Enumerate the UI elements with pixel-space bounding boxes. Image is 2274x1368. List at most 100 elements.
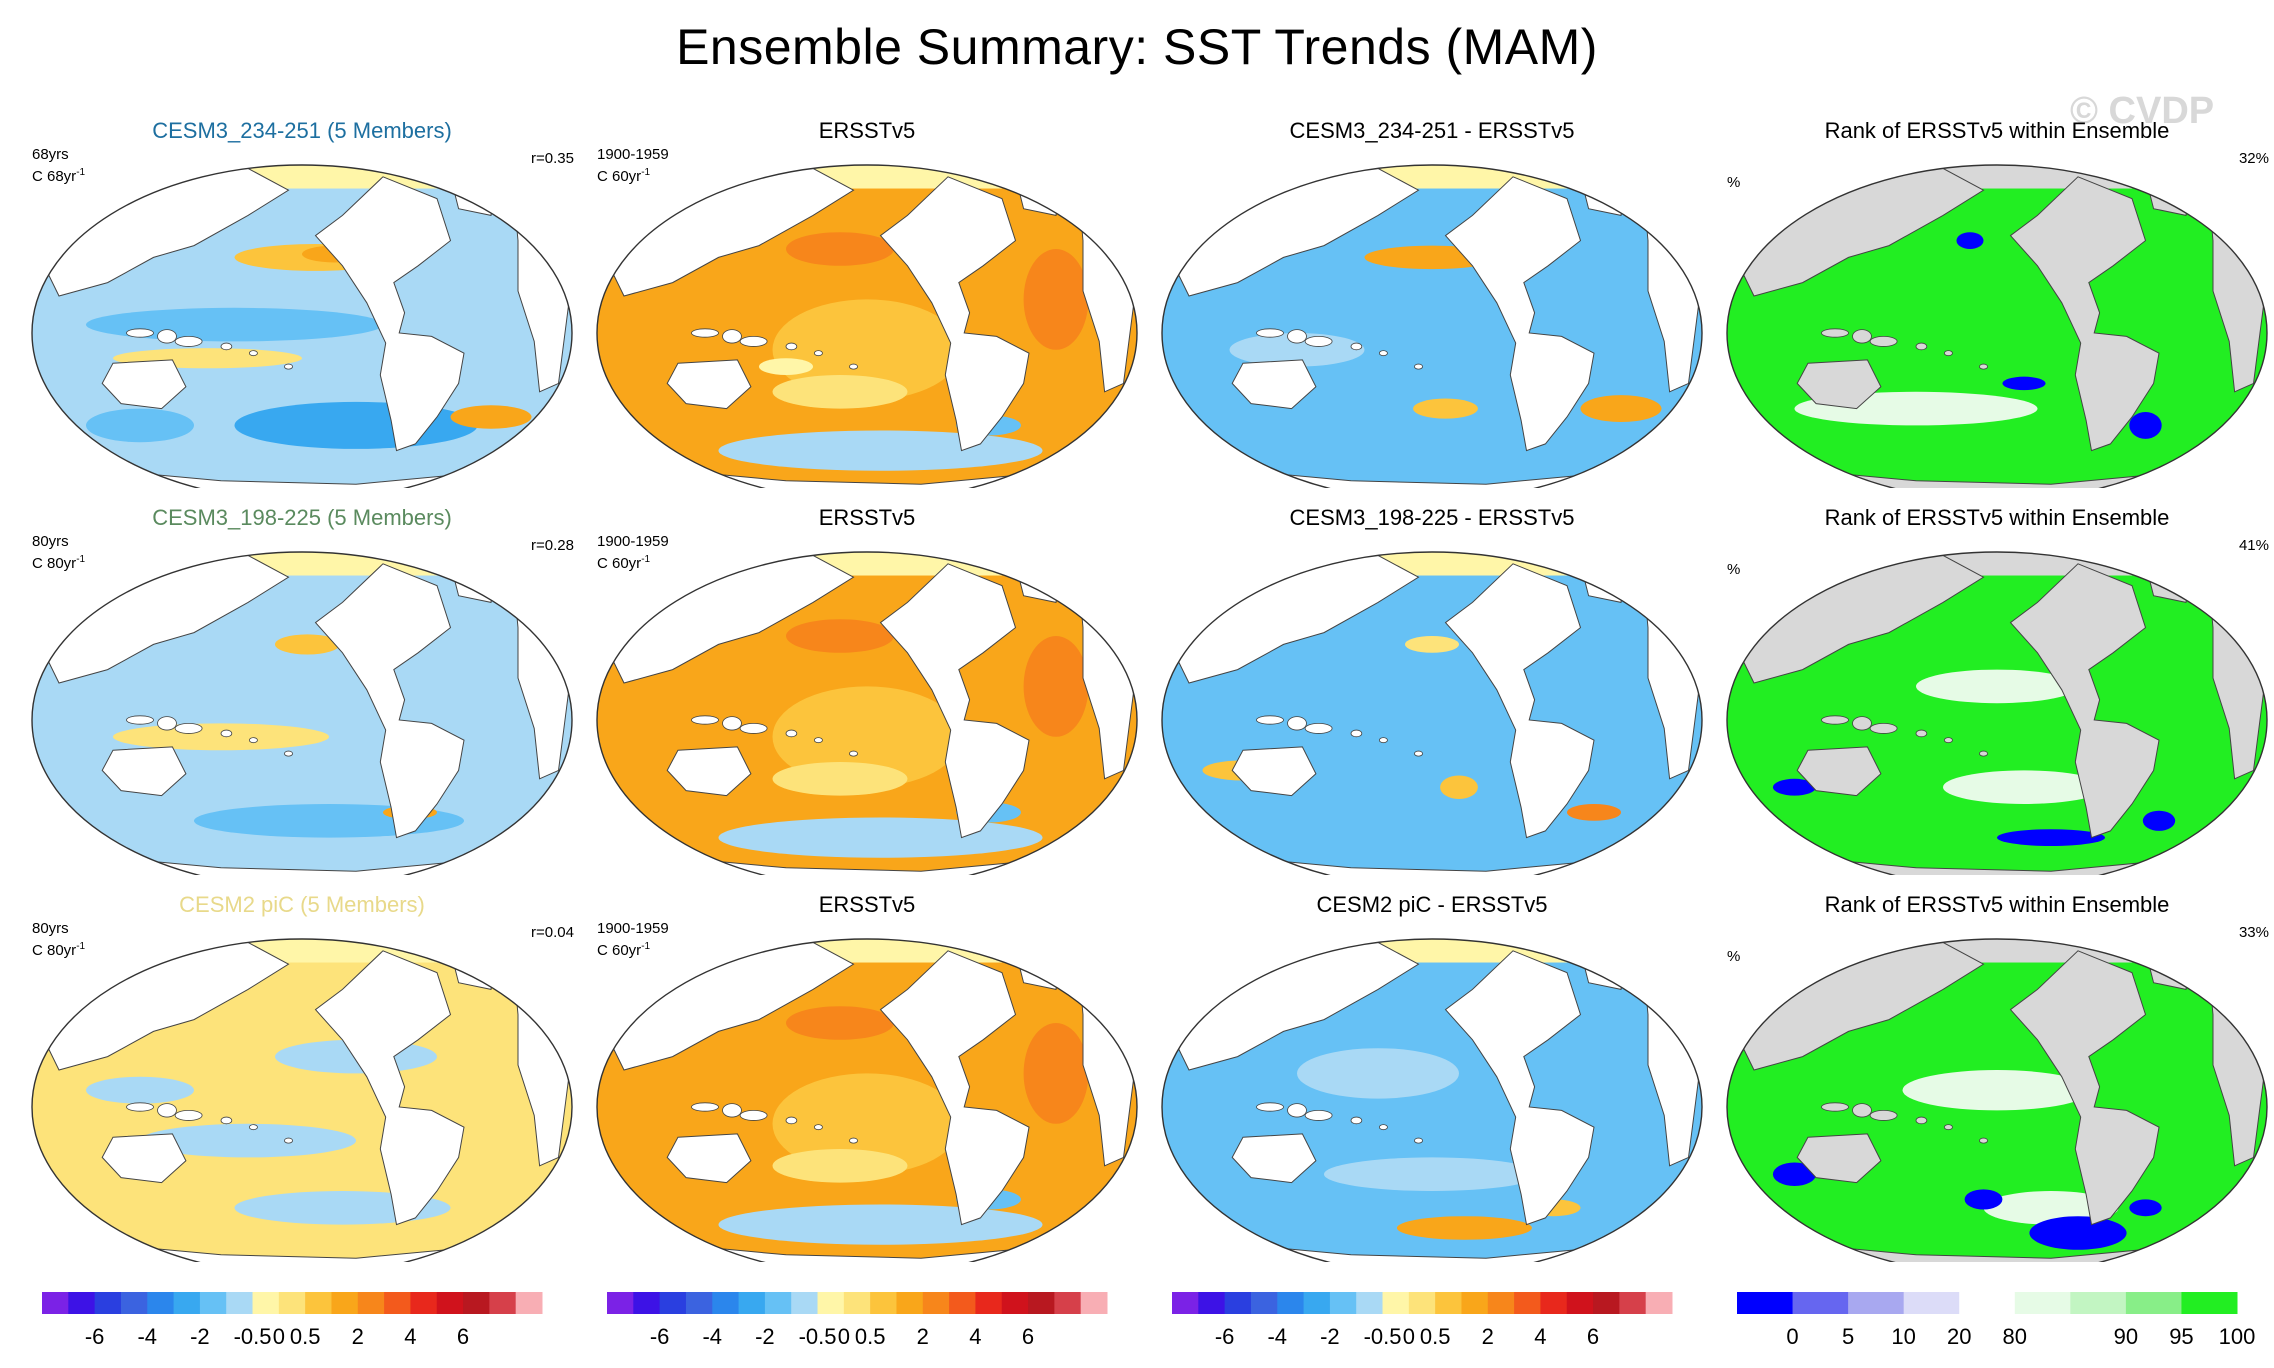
field-anomaly <box>1440 775 1478 799</box>
colorbar-swatch <box>1080 1292 1108 1314</box>
colorbar-tick-label: 2 <box>917 1324 929 1349</box>
field-anomaly <box>1772 1162 1817 1186</box>
obs-map-panel: ERSSTv5 1900-1959 C 60yr-1 <box>587 892 1147 1262</box>
colorbar-tick-label: -6 <box>85 1324 105 1349</box>
land-island <box>1256 715 1284 725</box>
colorbar-swatch <box>870 1292 897 1314</box>
map-frame <box>31 164 573 488</box>
colorbar-swatch <box>42 1292 69 1314</box>
land-island <box>157 329 177 344</box>
land-island <box>691 1102 719 1112</box>
model-map-panel: CESM3_234-251 (5 Members) 68yrs C 68yr-1 r=… <box>22 118 582 488</box>
colorbar-swatch <box>173 1292 201 1314</box>
colorbar-swatch <box>1435 1292 1462 1314</box>
rank-colorbar: 0 5 10 20 80 90 95 100 <box>1737 1290 2257 1360</box>
land-australia <box>666 359 752 410</box>
trend-units: C 80yr-1 <box>32 554 86 572</box>
field-anomaly <box>140 1123 356 1158</box>
land-island <box>248 1124 258 1131</box>
colorbar-swatch <box>1540 1292 1568 1314</box>
rank-panel-title: Rank of ERSSTv5 within Ensemble <box>1824 892 2170 917</box>
field-anomaly <box>1772 778 1817 796</box>
colorbar-tick-label: -0.5 <box>799 1324 837 1349</box>
field-anomaly <box>772 1149 908 1183</box>
colorbar-swatch <box>357 1292 385 1314</box>
land-island <box>1287 1103 1307 1118</box>
colorbar-swatch <box>633 1292 661 1314</box>
field-anomaly <box>759 358 813 375</box>
land-island <box>126 328 154 338</box>
land-island <box>813 1124 823 1131</box>
land-island <box>1852 716 1872 731</box>
colorbar-swatch <box>949 1292 976 1314</box>
colorbar-swatch <box>843 1292 871 1314</box>
field-anomaly <box>1297 1048 1459 1099</box>
colorbar-tick-label: 0.5 <box>855 1324 886 1349</box>
model-map-panel: CESM2 piC (5 Members) 80yrs C 80yr-1 r=0.04 <box>22 892 582 1262</box>
colorbar-tick-label: 2 <box>352 1324 364 1349</box>
model-panel-title: CESM3_198-225 (5 Members) <box>152 505 452 530</box>
land-island <box>1943 737 1953 744</box>
colorbar-tick-label: -6 <box>650 1324 670 1349</box>
colorbar-swatch <box>331 1292 359 1314</box>
colorbar-swatch <box>896 1292 924 1314</box>
field-anomaly <box>275 634 340 655</box>
field-anomaly <box>772 375 908 409</box>
land-island <box>813 737 823 744</box>
diff-panel-title: CESM2 piC - ERSSTv5 <box>1316 892 1548 917</box>
pattern-correlation-label: r=0.04 <box>531 924 574 941</box>
colorbar-swatch <box>2070 1292 2127 1314</box>
colorbar-swatch <box>1001 1292 1029 1314</box>
land-island <box>691 328 719 338</box>
land-island <box>1414 1137 1423 1144</box>
land-island <box>1852 1103 1872 1118</box>
land-island <box>722 1103 742 1118</box>
land-island <box>722 329 742 344</box>
colorbar-tick-label: 20 <box>1947 1324 1971 1349</box>
colorbar-swatch <box>738 1292 766 1314</box>
diff-map-panel: CESM2 piC - ERSSTv5 <box>1152 892 1712 1262</box>
colorbar-swatch <box>436 1292 464 1314</box>
land-americas <box>1444 176 1595 452</box>
colorbar-swatch <box>1959 1292 2016 1314</box>
map-frame <box>596 938 1138 1262</box>
arctic-band <box>1727 552 2267 576</box>
colorbar-swatch <box>1172 1292 1199 1314</box>
rank-unit-label: % <box>1727 561 1741 578</box>
land-island <box>1287 329 1307 344</box>
colorbar-swatch <box>1224 1292 1252 1314</box>
model-period-label: 80yrs C 80yr-1 <box>32 920 85 960</box>
colorbar-swatch <box>1054 1292 1082 1314</box>
land-australia <box>101 359 187 410</box>
period-years: 1900-1959 <box>597 533 669 550</box>
land-australia <box>101 746 187 797</box>
field-anomaly <box>1324 1157 1540 1191</box>
colorbar-swatch <box>384 1292 411 1314</box>
colorbar-tick-label: 100 <box>2219 1324 2256 1349</box>
rank-percent-label: 32% <box>2238 150 2269 167</box>
land-americas <box>1444 950 1595 1226</box>
diff-panel-title: CESM3_234-251 - ERSSTv5 <box>1289 118 1575 143</box>
land-americas <box>879 563 1030 839</box>
land-americas <box>314 950 465 1226</box>
land-island <box>1821 328 1849 338</box>
land-island <box>739 335 768 347</box>
field-anomaly <box>718 817 1043 858</box>
colorbar-swatch <box>1198 1292 1226 1314</box>
colorbar-swatch <box>1028 1292 1055 1314</box>
colorbar-swatch <box>607 1292 634 1314</box>
pattern-correlation-label: r=0.28 <box>531 537 574 554</box>
arctic-band <box>32 939 572 963</box>
diff-map-panel: CESM3_198-225 - ERSSTv5 <box>1152 505 1712 875</box>
obs-panel-title: ERSSTv5 <box>818 505 916 530</box>
land-island <box>691 715 719 725</box>
rank-panel-title: Rank of ERSSTv5 within Ensemble <box>1824 118 2170 143</box>
land-island <box>1943 350 1953 357</box>
land-island <box>739 1109 768 1121</box>
colorbar-swatch <box>1619 1292 1647 1314</box>
field-anomaly <box>1396 1216 1532 1240</box>
colorbar-swatch <box>226 1292 254 1314</box>
trend-units: C 68yr-1 <box>32 167 86 185</box>
obs-panel-title: ERSSTv5 <box>818 118 916 143</box>
land-island <box>1979 363 1988 370</box>
